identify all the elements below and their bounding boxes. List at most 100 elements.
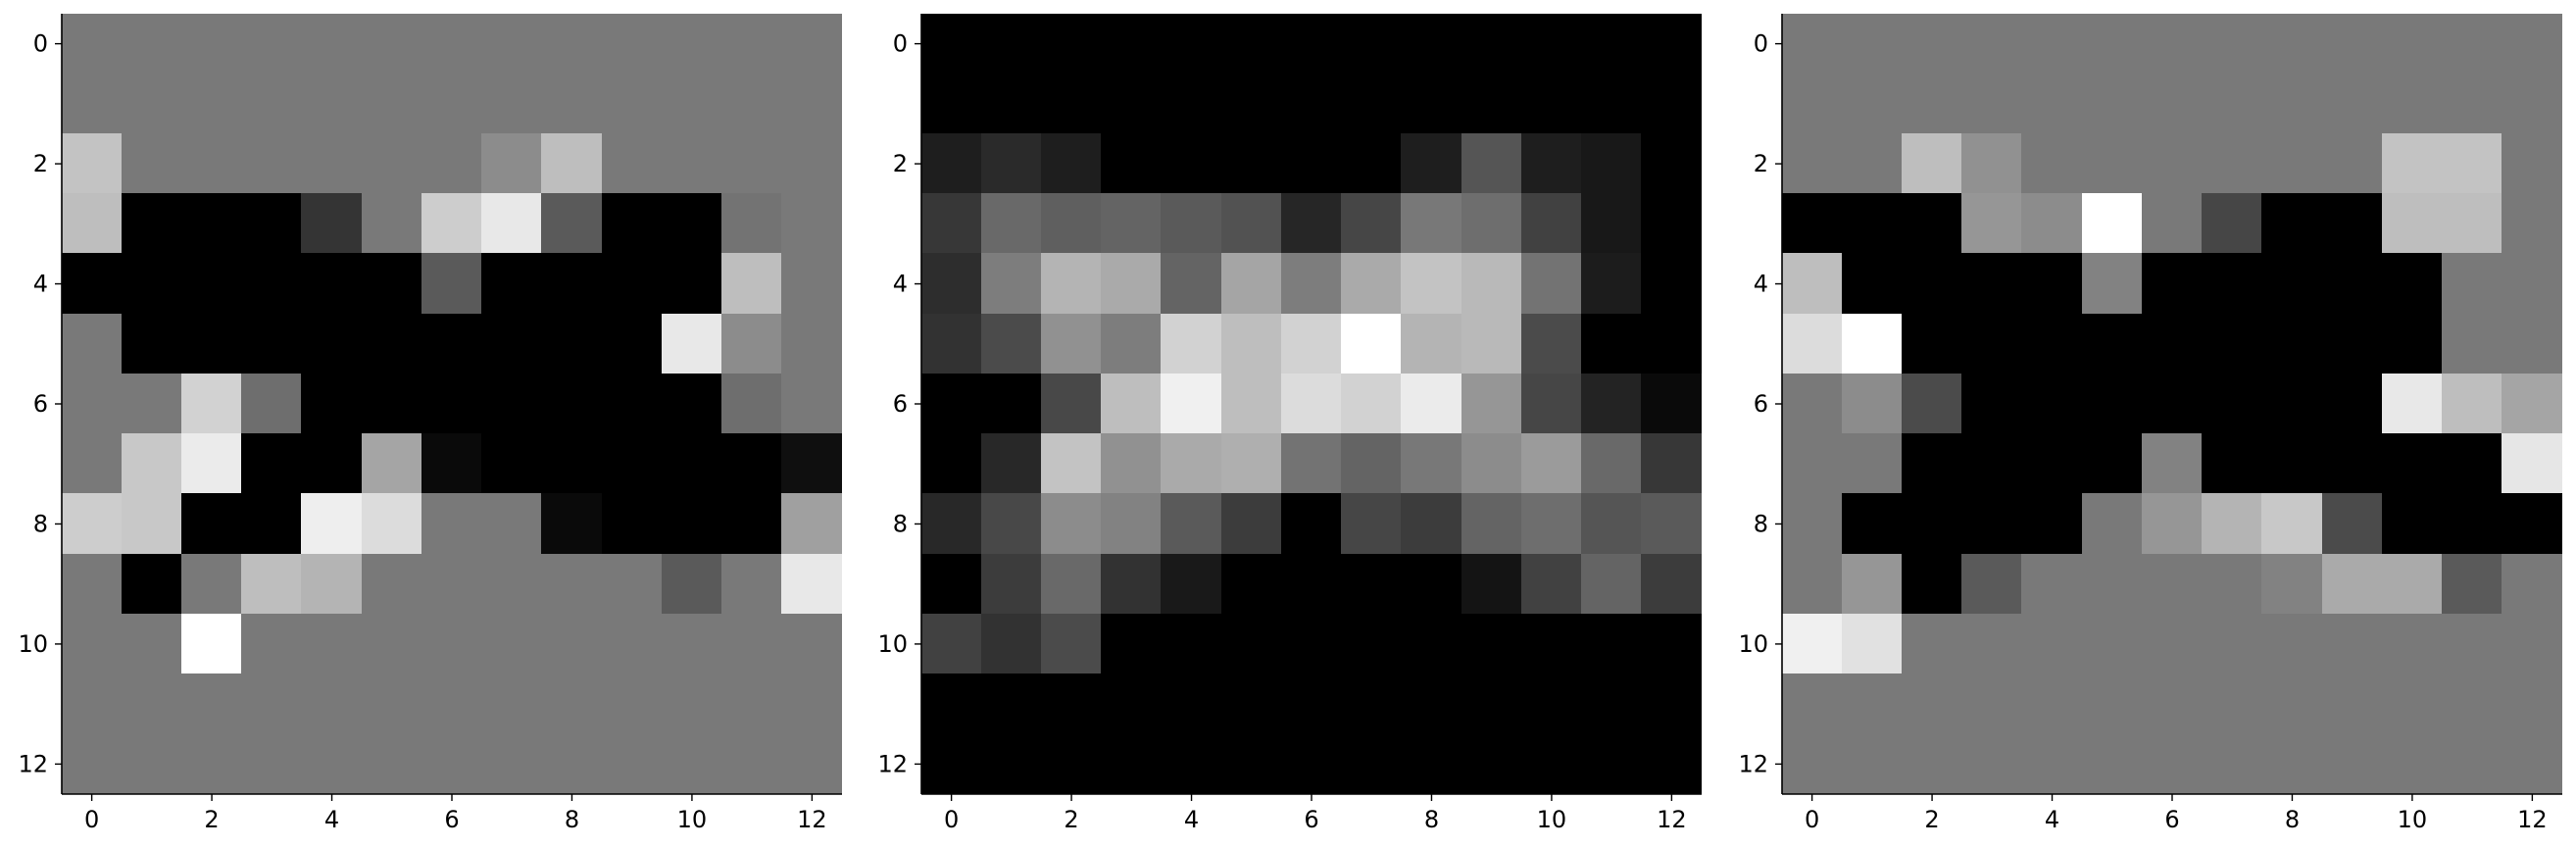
heatmap-cell (2021, 74, 2083, 134)
heatmap-cell (2502, 74, 2562, 134)
heatmap-cell (1782, 433, 1843, 494)
heatmap-cell (2261, 314, 2323, 374)
heatmap-cell (602, 14, 663, 75)
heatmap-cell (602, 673, 663, 734)
heatmap-cell (2202, 74, 2262, 134)
x-tick-label: 0 (944, 806, 959, 833)
heatmap-cell (1521, 493, 1582, 555)
heatmap-cell (181, 374, 242, 434)
heatmap-cell (1961, 554, 2022, 615)
y-tick-label: 8 (893, 510, 908, 537)
heatmap-cell (2442, 554, 2502, 615)
heatmap-cell (2322, 733, 2383, 794)
y-tick-label: 4 (33, 271, 48, 298)
heatmap-cell (1341, 433, 1402, 494)
heatmap-cell (2322, 193, 2383, 254)
y-tick-label: 8 (1754, 510, 1768, 537)
heatmap-cell (1221, 433, 1282, 494)
heatmap-cell (2322, 14, 2383, 75)
heatmap-cell (122, 133, 182, 194)
heatmap-cell (1341, 673, 1402, 734)
y-tick-label: 12 (18, 750, 48, 777)
heatmap-cell (2442, 133, 2502, 194)
y-tick-label: 0 (893, 30, 908, 58)
heatmap-cell (602, 314, 663, 374)
x-tick-label: 8 (565, 806, 579, 833)
heatmap-cell (1401, 133, 1462, 194)
heatmap-cell (1842, 253, 1903, 315)
heatmap-cell (2322, 314, 2383, 374)
heatmap-cell (721, 433, 782, 494)
heatmap-cell (421, 673, 482, 734)
heatmap-cell (1782, 133, 1843, 194)
heatmap-cell (2442, 614, 2502, 674)
heatmap-cell (421, 314, 482, 374)
heatmap-cell (541, 614, 603, 674)
heatmap-cell (1461, 374, 1522, 434)
heatmap-cell (921, 74, 982, 134)
heatmap-cell (921, 193, 982, 254)
heatmap-cell (2082, 314, 2143, 374)
heatmap-cell (1401, 673, 1462, 734)
heatmap-cell (1782, 673, 1843, 734)
heatmap-cell (1281, 314, 1342, 374)
heatmap-cell (301, 253, 363, 315)
heatmap-cell (1641, 193, 1702, 254)
heatmap-cell (1581, 133, 1642, 194)
heatmap-cell (2442, 14, 2502, 75)
heatmap-cell (1641, 374, 1702, 434)
heatmap-cell (1581, 253, 1642, 315)
heatmap-cell (2261, 253, 2323, 315)
heatmap-cell (122, 733, 182, 794)
heatmap-cell (1401, 74, 1462, 134)
heatmap-cell (2382, 673, 2443, 734)
heatmap-cell (921, 673, 982, 734)
heatmap-cell (1401, 433, 1462, 494)
heatmap-cell (1842, 374, 1903, 434)
y-tick-label: 0 (33, 30, 48, 58)
heatmap-cell (1782, 374, 1843, 434)
heatmap-cell (181, 314, 242, 374)
heatmap-cell (1041, 314, 1102, 374)
heatmap-cell (481, 133, 542, 194)
heatmap-cell (921, 314, 982, 374)
heatmap-cell (1281, 493, 1342, 555)
heatmap-cell (921, 14, 982, 75)
heatmap-cell (1782, 733, 1843, 794)
heatmap-cell (421, 433, 482, 494)
heatmap-cell (1521, 374, 1582, 434)
heatmap-cell (1041, 433, 1102, 494)
y-tick-label: 12 (1738, 750, 1768, 777)
heatmap-cell (481, 673, 542, 734)
heatmap-cell (1902, 374, 1962, 434)
heatmap-cell (1281, 614, 1342, 674)
heatmap-cell (1902, 493, 1962, 555)
heatmap-cell (602, 133, 663, 194)
heatmap-cell (2261, 433, 2323, 494)
heatmap-cell (2021, 733, 2083, 794)
heatmap-cell (241, 14, 302, 75)
heatmap-cell (2442, 253, 2502, 315)
heatmap-cell (981, 433, 1042, 494)
heatmap-cell (602, 253, 663, 315)
heatmap-cell (1281, 193, 1342, 254)
heatmap-cell (2322, 133, 2383, 194)
heatmap-panel-right: 0 2 4 6 8 10 12 0 2 4 6 8 10 12 (1738, 14, 2562, 833)
heatmap-cell (981, 193, 1042, 254)
heatmap-cell (1521, 193, 1582, 254)
heatmap-cell (362, 133, 422, 194)
heatmap-cell (781, 133, 842, 194)
heatmap-cell (781, 14, 842, 75)
heatmap-cell (1101, 673, 1162, 734)
heatmap-cell (1902, 614, 1962, 674)
heatmap-cell (362, 673, 422, 734)
heatmap-cell (1401, 14, 1462, 75)
heatmap-cell (662, 733, 722, 794)
heatmap-cell (1281, 253, 1342, 315)
heatmap-cell (241, 733, 302, 794)
heatmap-cell (2142, 554, 2203, 615)
heatmap-cell (2382, 614, 2443, 674)
heatmap-cell (241, 433, 302, 494)
y-tick-label: 2 (893, 150, 908, 177)
x-tick-label: 6 (2164, 806, 2179, 833)
